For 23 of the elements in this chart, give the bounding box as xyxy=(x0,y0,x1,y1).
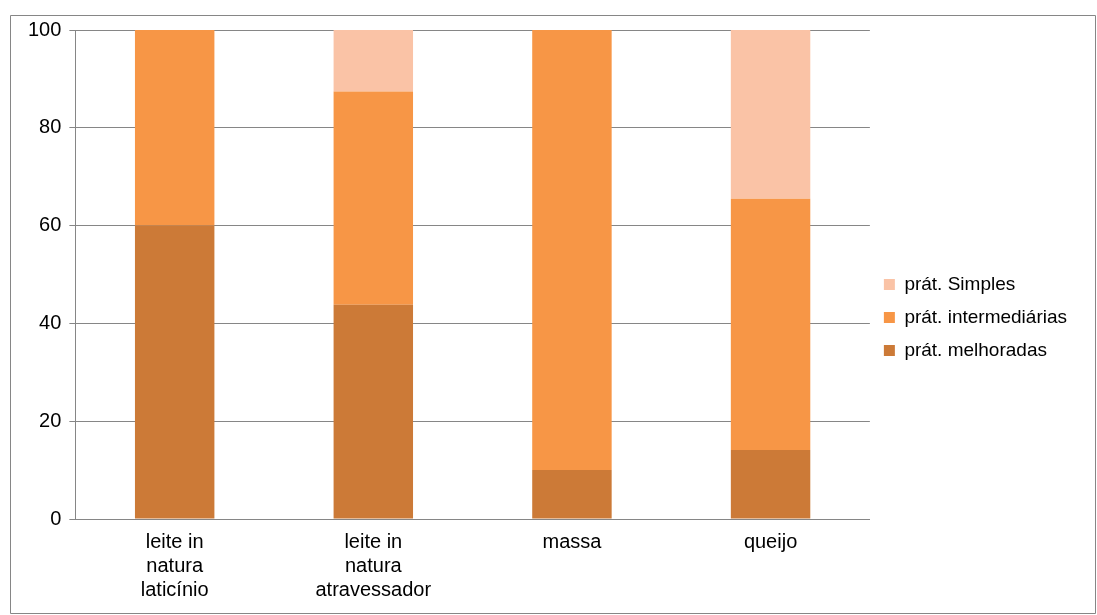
bar xyxy=(134,225,215,519)
bar xyxy=(730,198,811,451)
y-tick-label: 0 xyxy=(50,506,62,529)
bar xyxy=(333,304,414,519)
bar xyxy=(333,30,414,92)
y-tick-label: 60 xyxy=(39,213,62,236)
bar xyxy=(532,470,612,519)
x-tick-label: queijo xyxy=(743,529,798,552)
bar xyxy=(333,91,414,305)
x-tick-label: leite in natura laticínio xyxy=(140,529,209,600)
y-tick-label: 40 xyxy=(39,310,62,333)
bar xyxy=(730,450,811,519)
bar xyxy=(134,30,215,226)
y-tick-label: 100 xyxy=(27,17,62,40)
legend-label: prát. intermediárias xyxy=(904,305,1067,327)
y-tick-label: 80 xyxy=(39,115,62,138)
x-tick-label: leite in natura atravessador xyxy=(315,529,432,600)
y-tick-label: 20 xyxy=(39,408,62,431)
legend-label: prát. Simples xyxy=(904,272,1016,294)
bar xyxy=(730,30,811,199)
bar xyxy=(532,30,612,471)
x-tick-label: massa xyxy=(542,529,603,552)
legend-label: prát. melhoradas xyxy=(904,338,1047,360)
